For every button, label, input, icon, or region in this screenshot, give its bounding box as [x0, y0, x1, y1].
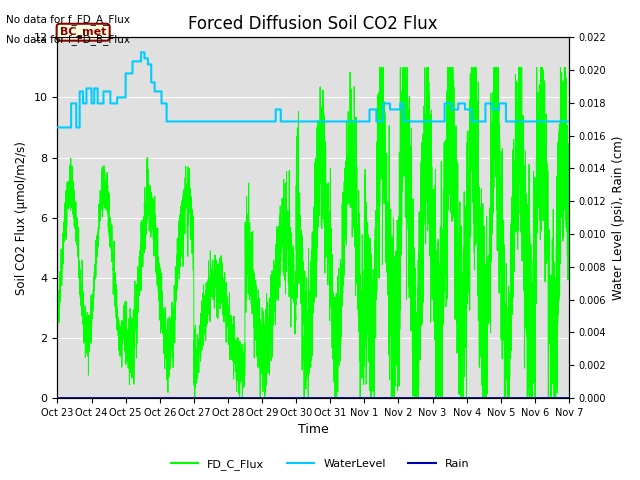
Text: No data for f_FD_B_Flux: No data for f_FD_B_Flux: [6, 34, 131, 45]
Text: BC_met: BC_met: [60, 27, 106, 37]
Text: No data for f_FD_A_Flux: No data for f_FD_A_Flux: [6, 14, 131, 25]
Y-axis label: Soil CO2 Flux (μmol/m2/s): Soil CO2 Flux (μmol/m2/s): [15, 141, 28, 295]
Title: Forced Diffusion Soil CO2 Flux: Forced Diffusion Soil CO2 Flux: [188, 15, 438, 33]
Y-axis label: Water Level (psi), Rain (cm): Water Level (psi), Rain (cm): [612, 135, 625, 300]
Legend: FD_C_Flux, WaterLevel, Rain: FD_C_Flux, WaterLevel, Rain: [166, 455, 474, 474]
X-axis label: Time: Time: [298, 423, 328, 436]
